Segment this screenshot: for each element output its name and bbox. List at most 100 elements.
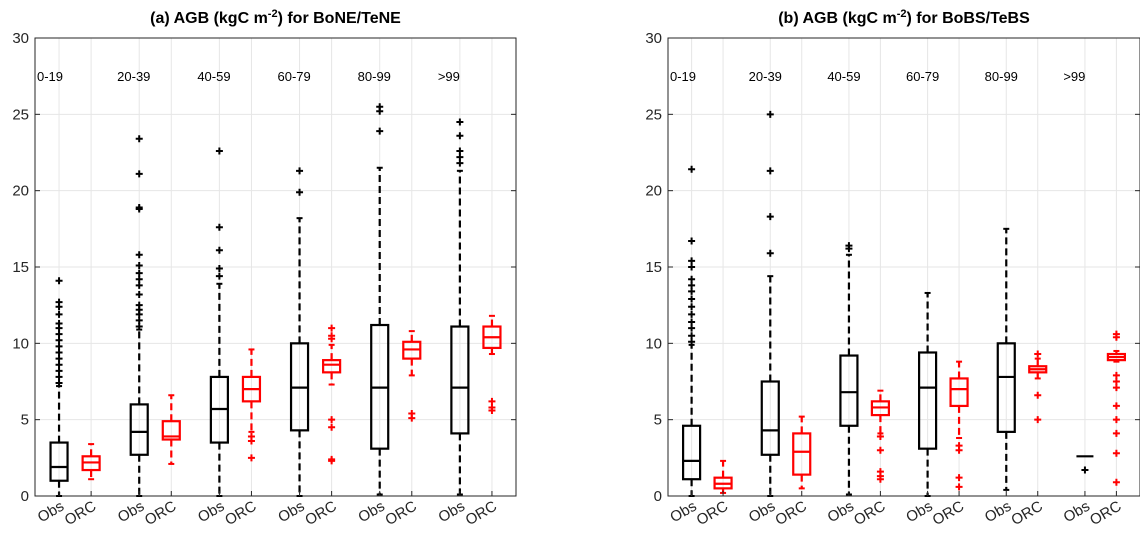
box-body — [681, 424, 702, 481]
outlier-marker — [135, 261, 143, 269]
outlier-marker — [135, 170, 143, 178]
outlier-marker — [955, 442, 963, 450]
y-tick-label: 20 — [645, 183, 662, 200]
group-label: >99 — [1063, 69, 1085, 84]
outlier-marker — [296, 167, 304, 175]
panel-b: 0 5 10 15 20 25 30 (b) AGB (kgC m-2) for BoBS/T… — [645, 8, 1140, 529]
panel-title: (b) AGB (kgC m-2) for BoBS/TeBS — [778, 8, 1030, 27]
y-tick-label: 5 — [654, 412, 662, 429]
outlier-marker — [1112, 402, 1120, 410]
outlier-marker — [456, 153, 464, 161]
y-tick-label: 15 — [12, 259, 29, 276]
box-orc — [322, 324, 342, 465]
box-obs — [49, 277, 69, 497]
box-orc — [1106, 330, 1127, 486]
x-tick-label: Obs — [667, 498, 699, 526]
x-tick-label: Obs — [436, 498, 468, 526]
outlier-marker — [135, 251, 143, 259]
outlier-marker — [135, 316, 143, 324]
box-orc — [241, 348, 262, 462]
box-orc — [713, 459, 733, 494]
x-tick-label: ORC — [222, 498, 260, 529]
box-orc — [482, 314, 502, 415]
y-tick-label: 20 — [12, 183, 29, 200]
box-orc — [81, 443, 101, 481]
outlier-marker — [55, 277, 63, 285]
outlier-marker — [1112, 478, 1120, 486]
x-tick-label: ORC — [302, 498, 340, 529]
outlier-marker — [488, 397, 496, 405]
box-body — [450, 325, 470, 435]
outlier-marker — [1034, 416, 1042, 424]
outlier-marker — [688, 318, 696, 326]
outlier-marker — [135, 275, 143, 283]
outlier-marker — [55, 348, 63, 356]
x-tick-label: ORC — [463, 498, 501, 529]
outlier-marker — [135, 323, 143, 331]
outlier-marker — [135, 135, 143, 143]
outlier-marker — [456, 132, 464, 140]
outlier-marker — [766, 167, 774, 175]
x-tick-label: Obs — [825, 498, 857, 526]
group-label: 80-99 — [358, 69, 391, 84]
outlier-marker — [688, 263, 696, 271]
box-obs — [370, 103, 390, 496]
outlier-marker — [328, 332, 336, 340]
x-tick-label: Obs — [746, 498, 778, 526]
outlier-marker — [688, 287, 696, 295]
group-label: 80-99 — [985, 69, 1018, 84]
group-label: 60-79 — [278, 69, 311, 84]
box-body — [792, 432, 812, 476]
x-tick-label: ORC — [142, 498, 180, 529]
box-obs — [681, 165, 702, 497]
outlier-marker — [328, 324, 336, 332]
outlier-marker — [55, 319, 63, 327]
x-tick-label: ORC — [382, 498, 420, 529]
outlier-marker — [55, 361, 63, 369]
box-body — [322, 359, 342, 374]
box-body — [839, 354, 859, 427]
group-label: 60-79 — [906, 69, 939, 84]
box-obs — [450, 118, 470, 496]
outlier-marker — [1081, 466, 1089, 474]
outlier-marker — [688, 324, 696, 332]
outlier-marker — [688, 281, 696, 289]
x-tick-label: ORC — [1008, 498, 1046, 529]
y-tick-label: 25 — [12, 106, 29, 123]
outlier-marker — [1112, 378, 1120, 385]
y-tick-label: 15 — [645, 259, 662, 276]
outlier-marker — [1112, 384, 1120, 392]
box-obs — [996, 227, 1016, 491]
box-obs — [1076, 455, 1094, 474]
outlier-marker — [845, 242, 853, 250]
box-orc — [161, 394, 181, 465]
outlier-marker — [215, 272, 223, 280]
outlier-marker — [955, 483, 963, 491]
box-body — [917, 351, 938, 450]
outlier-marker — [215, 223, 223, 231]
box-body — [996, 342, 1016, 433]
outlier-marker — [376, 127, 384, 135]
outlier-marker — [376, 103, 384, 111]
group-label: >99 — [438, 69, 460, 84]
x-tick-label: Obs — [195, 498, 227, 526]
outlier-marker — [488, 403, 496, 411]
box-body — [129, 403, 149, 456]
outlier-marker — [766, 110, 774, 118]
outlier-marker — [55, 367, 63, 375]
outlier-marker — [955, 474, 963, 482]
box-body — [161, 420, 181, 441]
outlier-marker — [135, 301, 143, 309]
box-body — [949, 377, 969, 408]
x-tick-label: Obs — [35, 498, 67, 526]
x-tick-label: ORC — [772, 498, 810, 529]
x-tick-label: Obs — [115, 498, 147, 526]
group-label: 0-19 — [670, 69, 696, 84]
outlier-marker — [296, 188, 304, 196]
box-obs — [129, 135, 149, 497]
outlier-marker — [456, 147, 464, 155]
outlier-marker — [55, 379, 63, 387]
x-tick-label: Obs — [275, 498, 307, 526]
y-tick-label: 30 — [645, 30, 662, 47]
